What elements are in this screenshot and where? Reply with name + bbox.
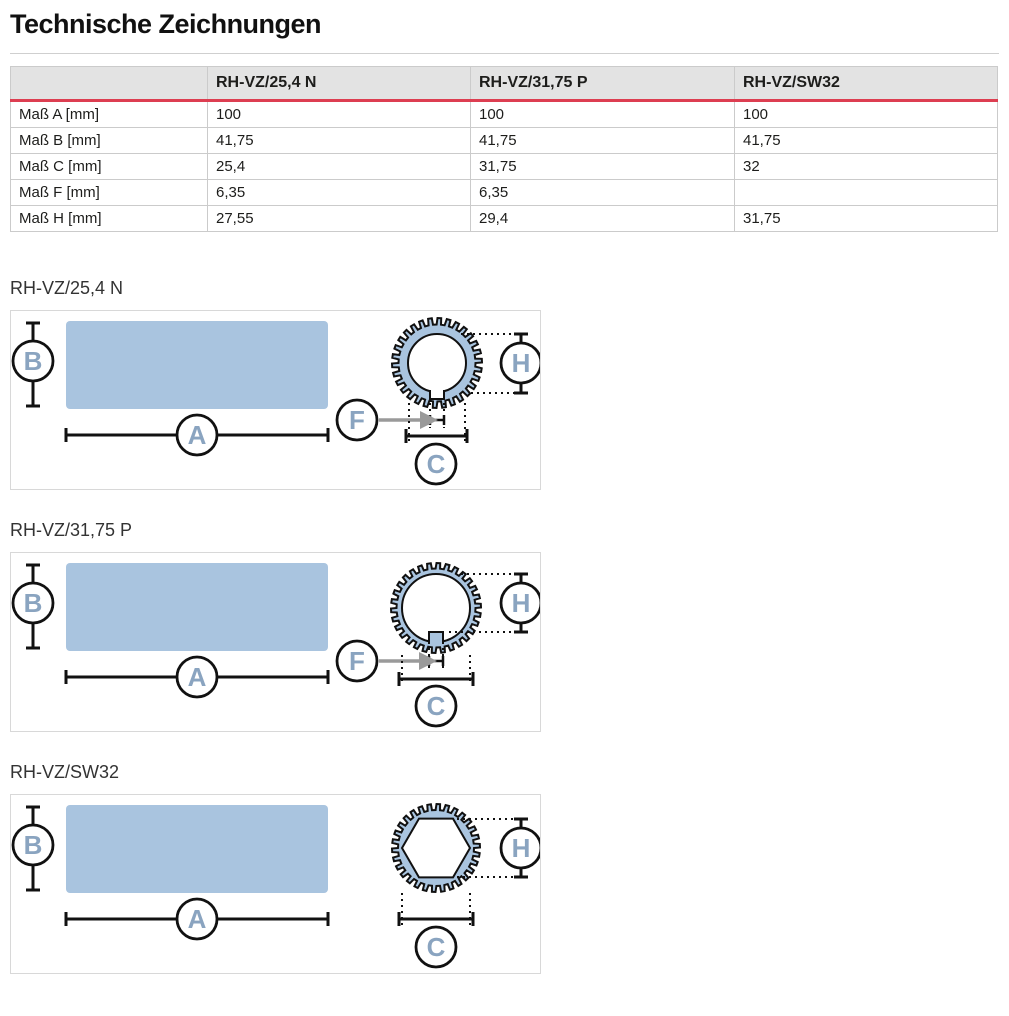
column-header-rh-vz-25-4-n: RH-VZ/25,4 N bbox=[207, 66, 471, 102]
cell: 100 bbox=[734, 100, 998, 128]
cell: 25,4 bbox=[207, 153, 471, 180]
marker-letter-f: F bbox=[349, 646, 365, 676]
technical-drawing: B A H bbox=[11, 316, 540, 486]
column-header-empty bbox=[10, 66, 208, 102]
hex-bore-hole bbox=[400, 817, 472, 879]
marker-circle-a bbox=[175, 413, 219, 457]
marker-circle-f bbox=[335, 639, 379, 683]
key-tab bbox=[428, 631, 444, 644]
drawing-title: RH-VZ/31,75 P bbox=[10, 520, 133, 540]
marker-letter-h: H bbox=[512, 348, 531, 378]
row-label: Maß F [mm] bbox=[10, 179, 208, 206]
tube-body bbox=[66, 805, 328, 893]
marker-circle-h bbox=[499, 826, 540, 870]
marker-circle-h bbox=[499, 341, 540, 385]
marker-letter-h: H bbox=[512, 833, 531, 863]
marker-letter-a: A bbox=[188, 420, 207, 450]
column-header-rh-vz-sw32: RH-VZ/SW32 bbox=[734, 66, 998, 102]
table-row: Maß B [mm] 41,75 41,75 41,75 bbox=[10, 127, 998, 154]
bore-hole bbox=[407, 333, 467, 393]
marker-letter-a: A bbox=[188, 662, 207, 692]
pointer-arrow-head bbox=[420, 411, 438, 429]
marker-letter-b: B bbox=[24, 346, 43, 376]
cell: 41,75 bbox=[734, 127, 998, 154]
row-label: Maß C [mm] bbox=[10, 153, 208, 180]
drawing-title: RH-VZ/25,4 N bbox=[10, 278, 124, 298]
table-row: Maß F [mm] 6,35 6,35 bbox=[10, 179, 998, 206]
technical-drawing: B A H bbox=[11, 802, 540, 969]
marker-circle-c bbox=[414, 684, 458, 728]
drawing-panel-rh-vz-25-4-n: RH-VZ/25,4 N B A bbox=[10, 278, 999, 490]
marker-circle-b bbox=[11, 823, 55, 867]
marker-letter-c: C bbox=[427, 691, 446, 721]
cell: 100 bbox=[470, 100, 735, 128]
marker-letter-f: F bbox=[349, 405, 365, 435]
marker-letter-c: C bbox=[427, 449, 446, 479]
row-label: Maß B [mm] bbox=[10, 127, 208, 154]
page-title: Technische Zeichnungen bbox=[10, 9, 322, 39]
marker-circle-c bbox=[414, 442, 458, 486]
cell: 41,75 bbox=[207, 127, 471, 154]
marker-letter-b: B bbox=[24, 588, 43, 618]
drawing-panel-rh-vz-sw32: RH-VZ/SW32 B A bbox=[10, 762, 999, 974]
cell: 6,35 bbox=[470, 179, 735, 206]
table-header-row: RH-VZ/25,4 N RH-VZ/31,75 P RH-VZ/SW32 bbox=[10, 66, 998, 102]
page: Technische Zeichnungen RH-VZ/25,4 N RH-V… bbox=[0, 9, 1009, 974]
marker-circle-c bbox=[414, 925, 458, 969]
cell: 27,55 bbox=[207, 205, 471, 232]
drawing-canvas: B A H bbox=[10, 310, 541, 490]
marker-circle-a bbox=[175, 655, 219, 699]
cell: 100 bbox=[207, 100, 471, 128]
drawing-canvas: B A H bbox=[10, 794, 541, 974]
cell: 41,75 bbox=[470, 127, 735, 154]
cell: 31,75 bbox=[734, 205, 998, 232]
marker-letter-h: H bbox=[512, 588, 531, 618]
tube-body bbox=[66, 563, 328, 651]
marker-circle-a bbox=[175, 897, 219, 941]
cell: 6,35 bbox=[207, 179, 471, 206]
cell: 31,75 bbox=[470, 153, 735, 180]
marker-circle-f bbox=[335, 398, 379, 442]
title-divider bbox=[10, 53, 999, 54]
dimensions-table: RH-VZ/25,4 N RH-VZ/31,75 P RH-VZ/SW32 Ma… bbox=[10, 66, 998, 232]
drawing-panel-rh-vz-31-75-p: RH-VZ/31,75 P B A bbox=[10, 520, 999, 732]
drawing-canvas: B A H bbox=[10, 552, 541, 732]
marker-circle-b bbox=[11, 339, 55, 383]
marker-letter-b: B bbox=[24, 830, 43, 860]
drawing-title: RH-VZ/SW32 bbox=[10, 762, 120, 782]
row-label: Maß A [mm] bbox=[10, 100, 208, 128]
table-row: Maß A [mm] 100 100 100 bbox=[10, 100, 998, 128]
marker-letter-a: A bbox=[188, 904, 207, 934]
column-header-rh-vz-31-75-p: RH-VZ/31,75 P bbox=[470, 66, 735, 102]
cell bbox=[734, 179, 998, 206]
cell: 32 bbox=[734, 153, 998, 180]
row-label: Maß H [mm] bbox=[10, 205, 208, 232]
keyway-notch bbox=[429, 390, 445, 400]
cell: 29,4 bbox=[470, 205, 735, 232]
tube-body bbox=[66, 321, 328, 409]
marker-circle-b bbox=[11, 581, 55, 625]
pointer-arrow-head bbox=[419, 652, 437, 670]
technical-drawing: B A H bbox=[11, 561, 540, 728]
table-row: Maß C [mm] 25,4 31,75 32 bbox=[10, 153, 998, 180]
marker-circle-h bbox=[499, 581, 540, 625]
marker-letter-c: C bbox=[427, 932, 446, 962]
table-row: Maß H [mm] 27,55 29,4 31,75 bbox=[10, 205, 998, 232]
